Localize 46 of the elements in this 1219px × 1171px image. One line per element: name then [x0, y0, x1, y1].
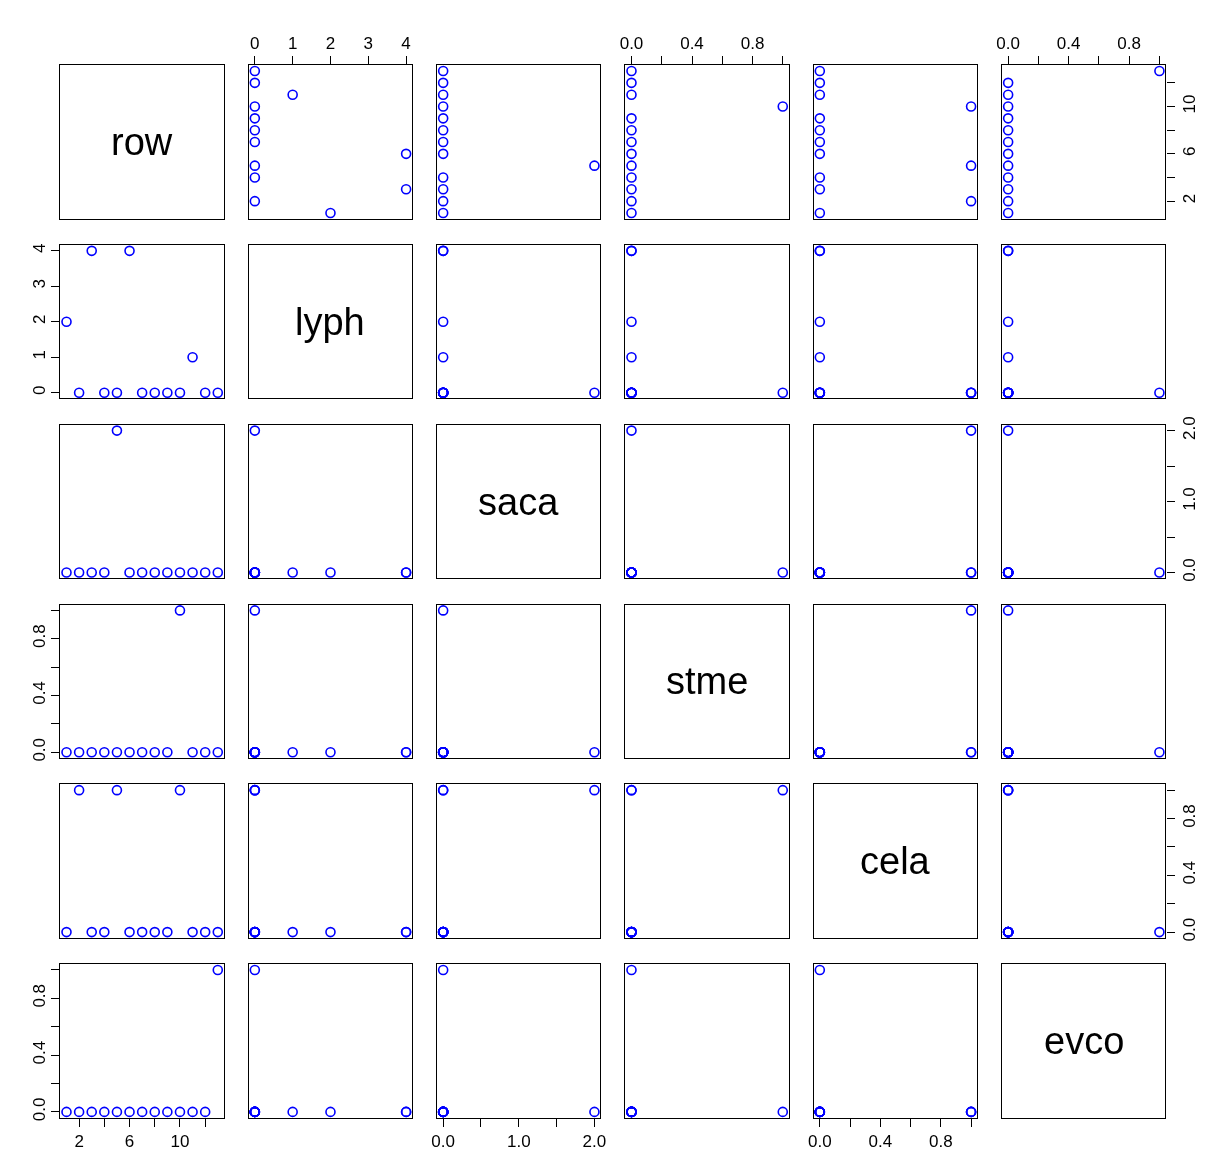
x-tick-label: 2.0	[582, 1132, 607, 1152]
y-tick-label: 2	[1180, 193, 1200, 204]
x-tick-label: 0	[250, 34, 260, 54]
text: evco	[1044, 1020, 1125, 1062]
x-tick-label: 10	[170, 1132, 190, 1152]
y-tick-label: 0.8	[29, 624, 49, 649]
y-tick-label: 0.0	[29, 737, 49, 762]
text: lyph	[295, 301, 365, 343]
x-tick-label: 0.4	[680, 34, 704, 54]
y-tick-label: 0	[29, 385, 49, 395]
y-tick-label: 0.0	[1180, 917, 1200, 942]
x-tick-label: 2	[74, 1132, 84, 1152]
y-tick-label: 0.8	[1180, 804, 1200, 828]
x-tick-label: 1	[287, 34, 298, 54]
x-tick-label: 4	[401, 34, 411, 54]
x-tick-label: 0.4	[868, 1132, 893, 1152]
x-tick-label: 3	[363, 34, 374, 54]
y-tick-label: 2.0	[1180, 416, 1200, 440]
text: cela	[860, 840, 931, 882]
y-tick-label: 6	[1180, 146, 1200, 157]
text: stme	[666, 660, 749, 702]
x-tick-label: 0.8	[1117, 34, 1141, 54]
y-tick-label: 1.0	[1180, 487, 1200, 511]
y-tick-label: 0.4	[29, 1040, 49, 1065]
y-tick-label: 0.8	[29, 983, 49, 1008]
y-tick-label: 3	[29, 279, 49, 289]
x-tick-label: 6	[124, 1132, 135, 1152]
x-tick-label: 0.0	[619, 34, 644, 54]
y-tick-label: 0.0	[1180, 558, 1200, 582]
x-tick-label: 0.0	[996, 34, 1020, 54]
x-tick-label: 0.0	[808, 1132, 832, 1152]
x-tick-label: 0.0	[431, 1132, 455, 1152]
x-tick-label: 0.4	[1056, 34, 1081, 54]
y-tick-label: 4	[29, 243, 49, 254]
text: saca	[478, 481, 560, 523]
y-tick-label: 10	[1180, 94, 1200, 114]
x-tick-label: 2	[325, 34, 336, 54]
y-tick-label: 0.4	[1180, 860, 1200, 885]
x-tick-label: 0.8	[929, 1132, 953, 1152]
y-tick-label: 0.4	[29, 681, 49, 705]
y-tick-label: 2	[29, 314, 49, 324]
x-tick-label: 0.8	[740, 34, 765, 54]
x-tick-label: 1.0	[506, 1132, 531, 1152]
y-tick-label: 1	[29, 349, 49, 360]
text: row	[111, 121, 173, 163]
y-tick-label: 0.0	[29, 1097, 49, 1122]
